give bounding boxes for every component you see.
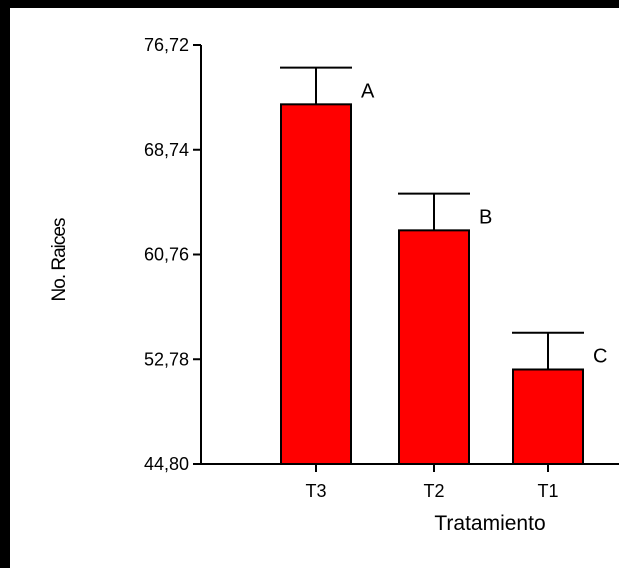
y-axis-label: No. Raices <box>49 218 70 301</box>
bar-t3 <box>280 103 352 465</box>
y-tick-label: 44,80 <box>144 454 189 474</box>
significance-label: C <box>593 346 607 368</box>
y-axis: 44,80 52,78 60,76 68,74 76,72 <box>144 35 202 474</box>
x-tick-label: T1 <box>537 481 558 501</box>
bars: A B C <box>280 66 607 465</box>
bar-chart: 44,80 52,78 60,76 68,74 76,72 T3 T2 T1 A B C No.… <box>49 35 619 535</box>
x-axis-label: Tratamiento <box>434 512 545 535</box>
y-tick-label: 76,72 <box>144 35 189 55</box>
bar-t1 <box>512 368 584 465</box>
chart-panel: 44,80 52,78 60,76 68,74 76,72 T3 T2 T1 A B C No.… <box>10 8 619 568</box>
significance-label: A <box>361 81 375 103</box>
significance-label: B <box>479 207 492 229</box>
x-axis: T3 T2 T1 <box>201 463 619 501</box>
y-tick-label: 60,76 <box>144 245 189 265</box>
bar-t2 <box>398 229 470 465</box>
y-tick-label: 52,78 <box>144 349 189 369</box>
y-tick-label: 68,74 <box>144 140 189 160</box>
x-tick-label: T2 <box>423 481 444 501</box>
x-tick-label: T3 <box>305 481 326 501</box>
